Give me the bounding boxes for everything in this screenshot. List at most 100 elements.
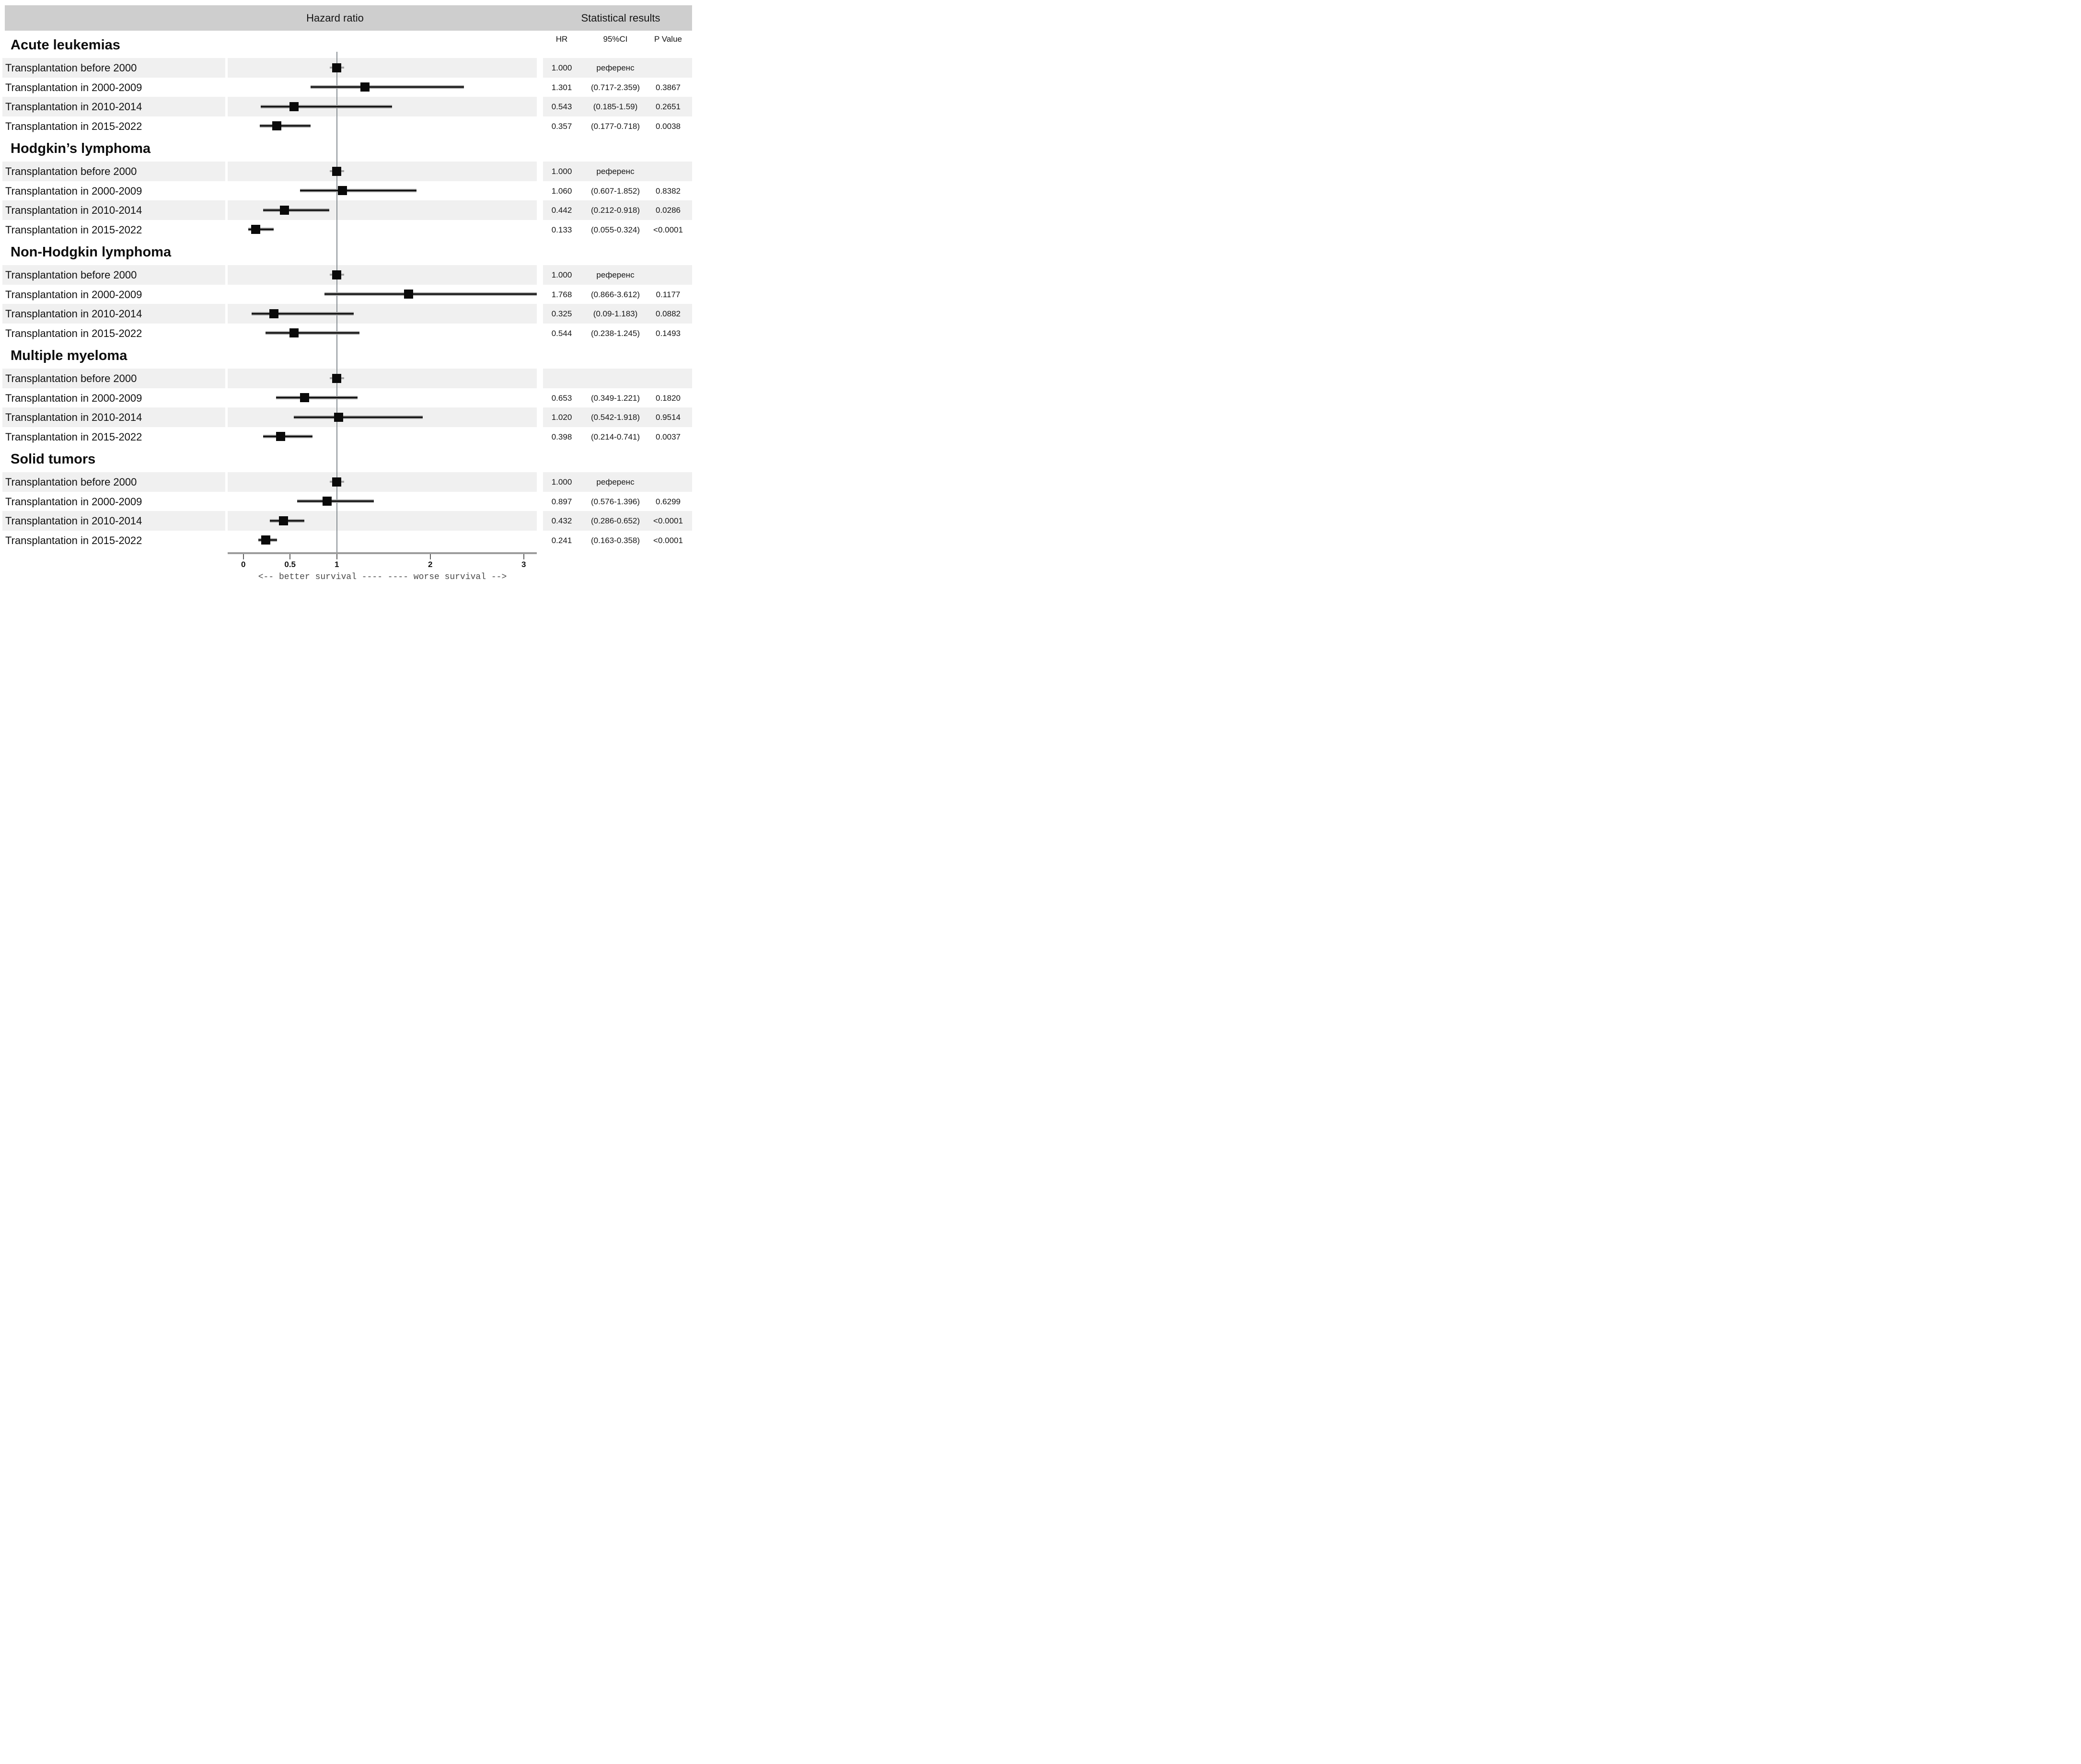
ci-line — [263, 435, 313, 439]
table-row: Transplantation in 2010-2014 0.543 (0.185-… — [0, 97, 694, 116]
plot-row-band — [228, 162, 537, 181]
label-row-band — [2, 304, 225, 324]
row-label: Transplantation before 2000 — [5, 62, 137, 74]
x-axis-tick-label: 2 — [428, 560, 433, 569]
forest-marker — [332, 166, 342, 176]
hazard-ratio-column-header: Hazard ratio — [306, 12, 364, 24]
ci-value: (0.717-2.359) — [590, 82, 640, 92]
p-value: 0.0037 — [656, 432, 681, 441]
p-value: 0.1820 — [656, 393, 681, 403]
x-axis-tick-label: 0.5 — [284, 560, 296, 569]
hr-value: 0.241 — [551, 535, 572, 545]
ci-value: (0.177-0.718) — [590, 121, 640, 131]
hr-value: 0.325 — [551, 309, 572, 318]
row-label: Transplantation in 2000-2009 — [5, 288, 142, 301]
plot-row-band — [228, 265, 537, 285]
x-axis-caption: <-- better survival ---- ---- worse surv… — [258, 572, 507, 582]
hr-value: 1.000 — [551, 63, 572, 72]
p-value: 0.1177 — [656, 290, 681, 299]
hr-column-header: HR — [555, 35, 568, 44]
forest-marker — [279, 516, 289, 525]
row-label: Transplantation in 2015-2022 — [5, 120, 142, 132]
forest-marker — [323, 497, 332, 506]
label-row-band — [2, 97, 225, 116]
x-axis-tick — [243, 554, 244, 559]
row-label: Transplantation in 2015-2022 — [5, 534, 142, 546]
p-value: 0.1493 — [656, 328, 681, 338]
row-label: Transplantation in 2015-2022 — [5, 223, 142, 236]
p-value: <0.0001 — [653, 225, 683, 234]
hr-value: 0.653 — [551, 393, 572, 403]
hr-value: 1.020 — [551, 413, 572, 422]
p-value: 0.0038 — [656, 121, 681, 131]
ci-line — [276, 396, 358, 400]
ci-value: (0.349-1.221) — [590, 393, 640, 403]
row-label: Transplantation in 2000-2009 — [5, 495, 142, 508]
row-label: Transplantation in 2010-2014 — [5, 411, 142, 423]
row-label: Transplantation before 2000 — [5, 476, 137, 488]
table-row: Transplantation before 2000 1.000 референс — [0, 162, 694, 181]
stats-row-band — [543, 472, 692, 492]
label-row-band — [2, 265, 225, 285]
hr-value: 0.544 — [551, 328, 572, 338]
forest-marker — [360, 82, 370, 92]
ci-line — [266, 331, 360, 335]
ci-value: (0.212-0.918) — [590, 206, 640, 215]
ci-line — [310, 85, 464, 89]
table-row: Transplantation in 2010-2014 1.020 (0.542-… — [0, 407, 694, 427]
stats-row-band — [543, 162, 692, 181]
p-value: 0.0286 — [656, 206, 681, 215]
p-value: 0.2651 — [656, 102, 681, 111]
stats-row-band — [543, 407, 692, 427]
ci-line — [300, 189, 416, 193]
forest-marker — [332, 373, 342, 383]
forest-marker — [280, 205, 289, 215]
table-row: Transplantation in 2015-2022 0.241 (0.163-… — [0, 531, 694, 550]
row-label: Transplantation before 2000 — [5, 269, 137, 281]
label-row-band — [2, 369, 225, 388]
table-row: Transplantation in 2000-2009 0.897 (0.576-… — [0, 492, 694, 511]
p-value: 0.0882 — [656, 309, 681, 318]
ci-value: (0.185-1.59) — [593, 102, 638, 111]
section-title: Non-Hodgkin lymphoma — [11, 244, 172, 260]
forest-marker — [332, 477, 342, 487]
ci-value: референс — [596, 477, 635, 487]
x-axis-tick — [429, 554, 431, 559]
forest-marker — [261, 535, 271, 545]
table-row: Transplantation in 2000-2009 1.768 (0.866-… — [0, 285, 694, 304]
ci-value: (0.576-1.396) — [590, 497, 640, 506]
ci-value: (0.214-0.741) — [590, 432, 640, 441]
stats-row-band — [543, 369, 692, 388]
row-label: Transplantation in 2000-2009 — [5, 185, 142, 197]
p-value: 0.3867 — [656, 82, 681, 92]
table-row: Transplantation in 2015-2022 0.544 (0.238-… — [0, 324, 694, 343]
row-label: Transplantation in 2000-2009 — [5, 81, 142, 93]
hr-value: 1.000 — [551, 167, 572, 176]
table-row: Transplantation in 2000-2009 1.301 (0.717-… — [0, 78, 694, 97]
p-value: 0.8382 — [656, 186, 681, 196]
p-value: 0.6299 — [656, 497, 681, 506]
table-row: Transplantation in 2000-2009 1.060 (0.607-… — [0, 181, 694, 201]
forest-marker — [332, 270, 342, 279]
table-row: Transplantation in 2015-2022 0.357 (0.177-… — [0, 116, 694, 136]
hr-value: 1.060 — [551, 186, 572, 196]
forest-marker — [300, 393, 309, 403]
ci-value: референс — [596, 167, 635, 176]
forest-marker — [289, 328, 299, 338]
forest-plot-figure: Hazard ratio Statistical results HR 95%C… — [0, 0, 694, 588]
forest-marker — [332, 63, 342, 72]
table-row: Transplantation in 2010-2014 0.432 (0.286-… — [0, 511, 694, 531]
ci-line — [248, 228, 274, 232]
x-axis-tick-label: 3 — [521, 560, 526, 569]
forest-marker — [337, 186, 347, 196]
stats-row-band — [543, 304, 692, 324]
ci-value: (0.09-1.183) — [593, 309, 638, 318]
row-label: Transplantation in 2015-2022 — [5, 430, 142, 443]
x-axis-bar — [228, 552, 537, 554]
p-value: 0.9514 — [656, 413, 681, 422]
plot-row-band — [228, 369, 537, 388]
hr-value: 0.398 — [551, 432, 572, 441]
ci-value: (0.607-1.852) — [590, 186, 640, 196]
ci-line — [252, 312, 354, 315]
row-label: Transplantation in 2000-2009 — [5, 392, 142, 404]
